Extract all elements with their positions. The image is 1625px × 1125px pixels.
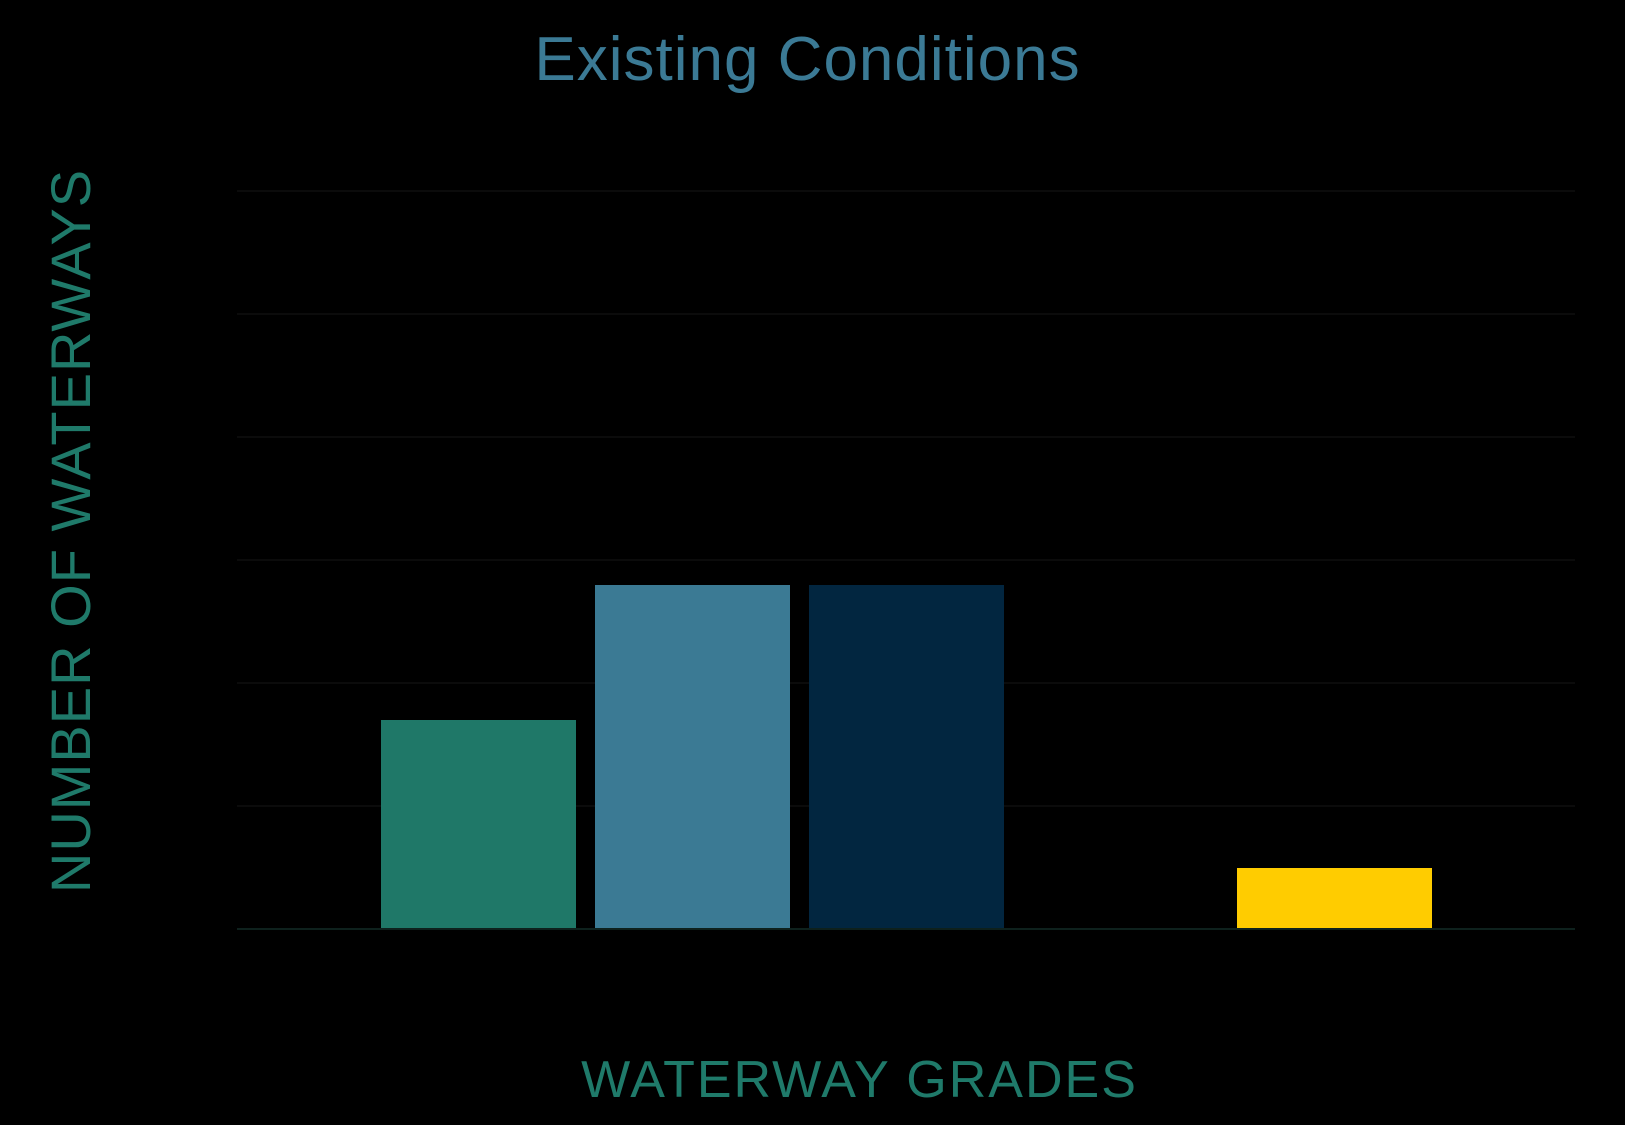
x-axis-label: WATERWAY GRADES	[0, 1050, 1625, 1110]
gridline	[237, 190, 1575, 192]
y-axis-label: NUMBER OF WATERWAYS	[39, 168, 102, 894]
gridline	[237, 436, 1575, 438]
bar-3	[809, 584, 1004, 929]
bar-2	[595, 584, 790, 929]
gridline	[237, 313, 1575, 315]
chart-title: Existing Conditions	[0, 22, 1625, 98]
x-axis-label-text: WATERWAY GRADES	[581, 1051, 1138, 1109]
plot-area	[237, 150, 1575, 929]
x-axis-baseline	[237, 928, 1575, 930]
bar-5	[1237, 867, 1432, 929]
bar-1	[381, 719, 576, 929]
gridline	[237, 559, 1575, 561]
chart-title-text: Existing Conditions	[534, 25, 1081, 94]
